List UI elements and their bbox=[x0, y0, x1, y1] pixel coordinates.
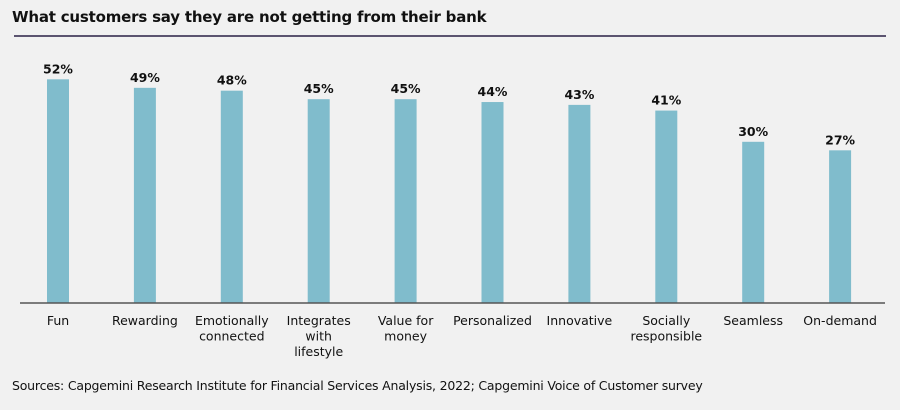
category-label-line: Rewarding bbox=[112, 313, 178, 328]
bar-8 bbox=[742, 141, 765, 303]
category-label: Emotionally connected bbox=[195, 313, 269, 344]
category-label-line: Integrates bbox=[287, 313, 351, 328]
category-label: Seamless bbox=[723, 313, 783, 328]
category-label-line: lifestyle bbox=[294, 344, 343, 359]
category-label-line: Emotionally bbox=[195, 313, 269, 328]
value-label: 49% bbox=[130, 70, 160, 85]
bar-2 bbox=[220, 90, 243, 304]
bar-6 bbox=[568, 104, 591, 303]
value-label: 30% bbox=[738, 124, 768, 139]
category-label-line: Innovative bbox=[547, 313, 613, 328]
category-label-line: Value for bbox=[378, 313, 434, 328]
category-label-line: money bbox=[384, 329, 427, 344]
category-label-line: with bbox=[305, 329, 332, 344]
value-label: 45% bbox=[391, 81, 421, 96]
value-label: 41% bbox=[651, 93, 681, 108]
bar-9 bbox=[829, 150, 852, 303]
value-label: 52% bbox=[43, 61, 73, 76]
category-label: Innovative bbox=[547, 313, 613, 328]
category-label: Integrates with lifestyle bbox=[287, 313, 351, 359]
bar-5 bbox=[481, 102, 504, 303]
value-label: 43% bbox=[564, 87, 594, 102]
category-label-line: Personalized bbox=[453, 313, 532, 328]
value-label: 27% bbox=[825, 132, 855, 147]
chart-title: What customers say they are not getting … bbox=[12, 8, 487, 26]
category-label-line: connected bbox=[199, 329, 264, 344]
category-label-line: Socially bbox=[642, 313, 691, 328]
title-divider bbox=[14, 35, 886, 37]
category-label: Rewarding bbox=[112, 313, 178, 328]
bar-0 bbox=[47, 79, 69, 303]
value-label: 45% bbox=[304, 81, 334, 96]
category-label: Personalized bbox=[453, 313, 532, 328]
category-label-line: Seamless bbox=[723, 313, 783, 328]
category-label: On-demand bbox=[803, 313, 877, 328]
bar-1 bbox=[133, 87, 156, 303]
category-label-line: On-demand bbox=[803, 313, 877, 328]
category-label: Socially responsible bbox=[630, 313, 702, 344]
bar-3 bbox=[307, 99, 330, 303]
bar-7 bbox=[655, 110, 678, 303]
category-label-line: Fun bbox=[47, 313, 69, 328]
value-label: 48% bbox=[217, 73, 247, 88]
value-label: 44% bbox=[478, 84, 508, 99]
source-note: Sources: Capgemini Research Institute fo… bbox=[12, 378, 703, 393]
category-label-line: responsible bbox=[630, 329, 702, 344]
bar-4 bbox=[394, 99, 417, 303]
category-label: Value for money bbox=[378, 313, 434, 344]
category-label: Fun bbox=[47, 313, 69, 328]
